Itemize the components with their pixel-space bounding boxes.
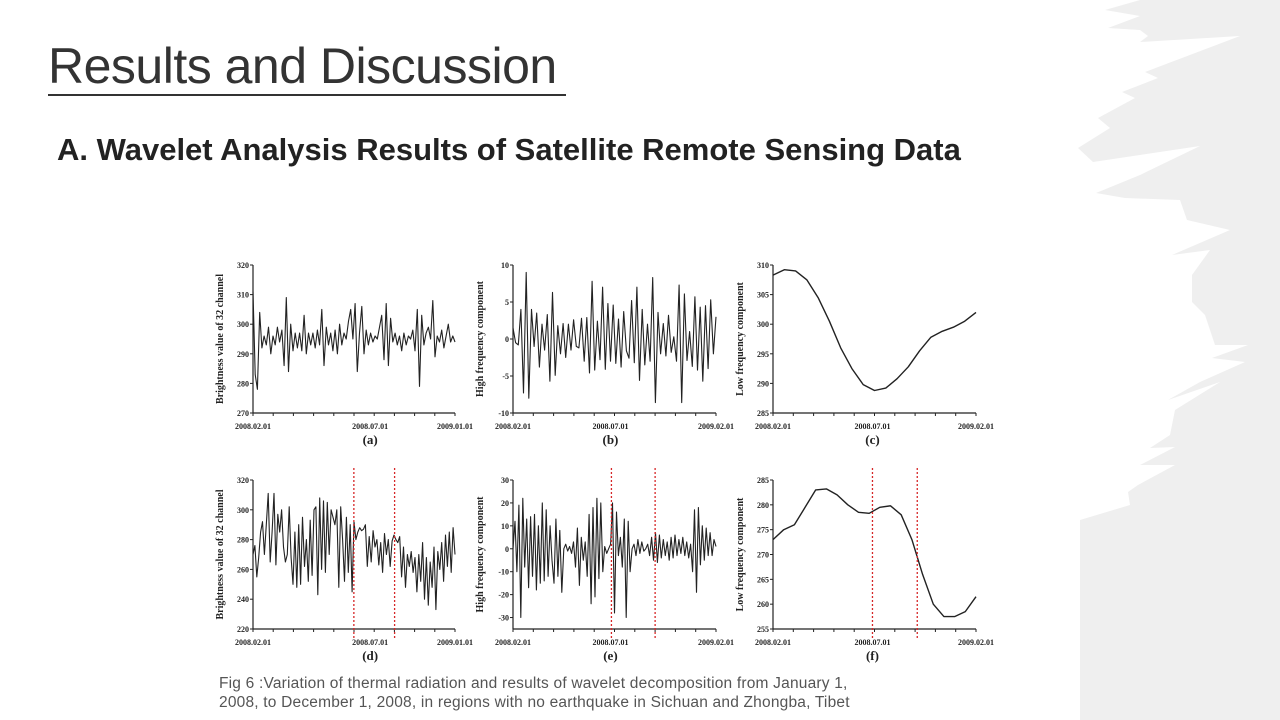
panel-label: (a) [363, 432, 378, 447]
x-tick-label: 2008.07.01 [352, 638, 388, 647]
y-tick-label: 260 [757, 600, 769, 609]
x-tick-label: 2008.07.01 [592, 638, 628, 647]
y-tick-label: 285 [757, 409, 769, 418]
x-tick-label: 2009.02.01 [958, 638, 994, 647]
y-tick-label: 10 [501, 522, 509, 531]
x-tick-label: 2008.07.01 [854, 638, 890, 647]
y-axis-label: Low frequency component [735, 281, 746, 395]
y-tick-label: -30 [498, 614, 509, 623]
x-tick-label: 2008.07.01 [592, 422, 628, 431]
series-line [512, 497, 717, 619]
y-tick-label: 280 [237, 379, 249, 388]
panel-label: (d) [362, 648, 378, 663]
y-tick-label: 265 [757, 575, 769, 584]
y-tick-label: 20 [501, 499, 509, 508]
y-tick-label: -5 [502, 372, 509, 381]
y-tick-label: 5 [505, 298, 509, 307]
x-tick-label: 2008.02.01 [755, 638, 791, 647]
x-tick-label: 2008.02.01 [495, 422, 531, 431]
series-line [772, 488, 977, 618]
y-tick-label: 255 [757, 625, 769, 634]
panel-label: (b) [602, 432, 618, 447]
y-tick-label: 240 [237, 595, 249, 604]
y-tick-label: 320 [237, 476, 249, 485]
panel-label: (e) [603, 648, 617, 663]
chart-panel-f: Low frequency component (f) 285 280 275 270… [735, 468, 994, 663]
y-tick-label: 0 [505, 545, 509, 554]
y-tick-label: 295 [757, 350, 769, 359]
x-tick-label: 2009.02.01 [958, 422, 994, 431]
y-tick-label: 220 [237, 625, 249, 634]
chart-panel-b: High frequency component (b) 10 5 0 -5 -10 20… [475, 261, 734, 447]
y-tick-label: 260 [237, 565, 249, 574]
y-tick-label: 300 [757, 320, 769, 329]
y-tick-label: 285 [757, 476, 769, 485]
chart-panel-c: Low frequency component (c) 310 305 300 295… [735, 261, 994, 447]
y-tick-label: 30 [501, 476, 509, 485]
caption-line-1: Fig 6 :Variation of thermal radiation an… [219, 675, 848, 692]
y-tick-label: 305 [757, 291, 769, 300]
x-tick-label: 2008.02.01 [235, 422, 271, 431]
slide-title: Results and Discussion [48, 38, 557, 94]
chart-panel-a: Brightness value of 32 channel (a) 320 31… [215, 261, 473, 447]
y-tick-label: -20 [498, 591, 509, 600]
x-tick-label: 2009.01.01 [437, 638, 473, 647]
y-tick-label: -10 [498, 568, 509, 577]
x-tick-label: 2009.02.01 [698, 638, 734, 647]
y-tick-label: 290 [757, 379, 769, 388]
series-line [252, 291, 456, 390]
y-axis-label: Low frequency component [735, 497, 746, 611]
x-tick-label: 2008.07.01 [352, 422, 388, 431]
panel-label: (f) [866, 648, 879, 663]
y-tick-label: 280 [237, 536, 249, 545]
chart-panel-e: High frequency component (e) 30 20 10 0 -10 -… [475, 468, 734, 663]
x-tick-label: 2008.02.01 [495, 638, 531, 647]
y-tick-label: 320 [237, 261, 249, 270]
y-tick-label: 300 [237, 320, 249, 329]
y-tick-label: -10 [498, 409, 509, 418]
y-tick-label: 300 [237, 506, 249, 515]
y-tick-label: 290 [237, 350, 249, 359]
y-tick-label: 310 [757, 261, 769, 270]
y-axis-label: High frequency component [475, 280, 486, 397]
y-tick-label: 280 [757, 501, 769, 510]
y-tick-label: 10 [501, 261, 509, 270]
x-tick-label: 2008.07.01 [854, 422, 890, 431]
y-tick-label: 0 [505, 335, 509, 344]
chart-panel-d: Brightness value of 32 channel (d) 320 30… [215, 468, 473, 663]
y-axis-label: Brightness value of 32 channel [215, 274, 226, 404]
y-tick-label: 270 [757, 551, 769, 560]
y-tick-label: 275 [757, 526, 769, 535]
y-axis-label: Brightness value of 32 channel [215, 489, 226, 619]
slide-subtitle: A. Wavelet Analysis Results of Satellite… [57, 132, 961, 167]
series-line [772, 269, 977, 392]
y-axis-label: High frequency component [475, 496, 486, 613]
y-tick-label: 270 [237, 409, 249, 418]
x-tick-label: 2009.01.01 [437, 422, 473, 431]
caption-line-2: 2008, to December 1, 2008, in regions wi… [219, 694, 850, 711]
figure-caption: Fig 6 :Variation of thermal radiation an… [219, 674, 979, 712]
x-tick-label: 2009.02.01 [698, 422, 734, 431]
panel-label: (c) [865, 432, 879, 447]
x-tick-label: 2008.02.01 [755, 422, 791, 431]
series-line [512, 271, 717, 404]
x-tick-label: 2008.02.01 [235, 638, 271, 647]
title-underline [48, 94, 566, 96]
y-tick-label: 310 [237, 291, 249, 300]
